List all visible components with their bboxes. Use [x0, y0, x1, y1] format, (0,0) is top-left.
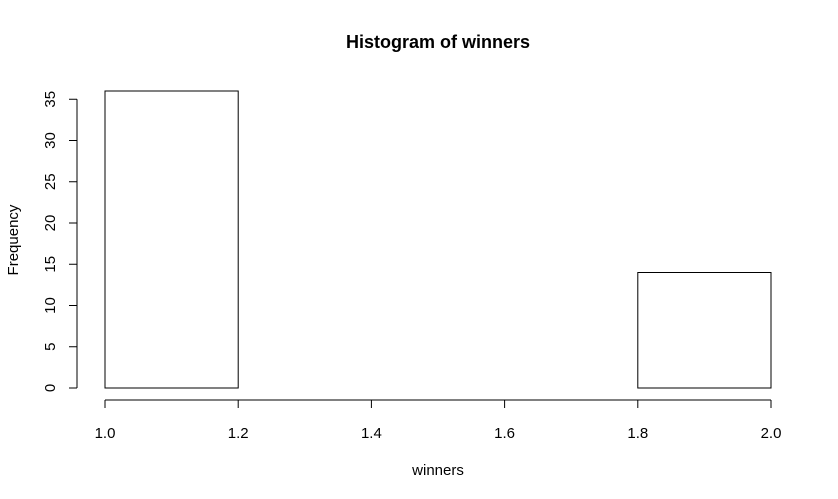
y-axis: 0 5 10 15 20 25 30 35 [42, 91, 78, 392]
x-tick-label: 2.0 [761, 425, 782, 442]
x-tick-label: 1.4 [361, 425, 382, 442]
y-tick-label: 35 [42, 91, 59, 108]
y-tick-label: 5 [42, 343, 59, 351]
x-tick-label: 1.8 [627, 425, 648, 442]
y-tick-label: 20 [42, 215, 59, 232]
y-tick-label: 25 [42, 173, 59, 190]
bars-group [104, 90, 772, 389]
histogram-bar-4 [637, 272, 772, 389]
x-tick-label: 1.2 [228, 425, 249, 442]
x-axis: 1.0 1.2 1.4 1.6 1.8 2.0 [95, 399, 782, 442]
histogram-bar-0 [104, 90, 239, 389]
x-tick-label: 1.0 [95, 425, 116, 442]
y-axis-label: Frequency [5, 204, 22, 275]
y-tick-label: 10 [42, 297, 59, 314]
x-tick-label: 1.6 [494, 425, 515, 442]
y-tick-label: 30 [42, 132, 59, 149]
x-axis-label: winners [411, 462, 464, 479]
y-tick-label: 0 [42, 384, 59, 392]
chart-title: Histogram of winners [346, 32, 530, 52]
y-tick-label: 15 [42, 256, 59, 273]
